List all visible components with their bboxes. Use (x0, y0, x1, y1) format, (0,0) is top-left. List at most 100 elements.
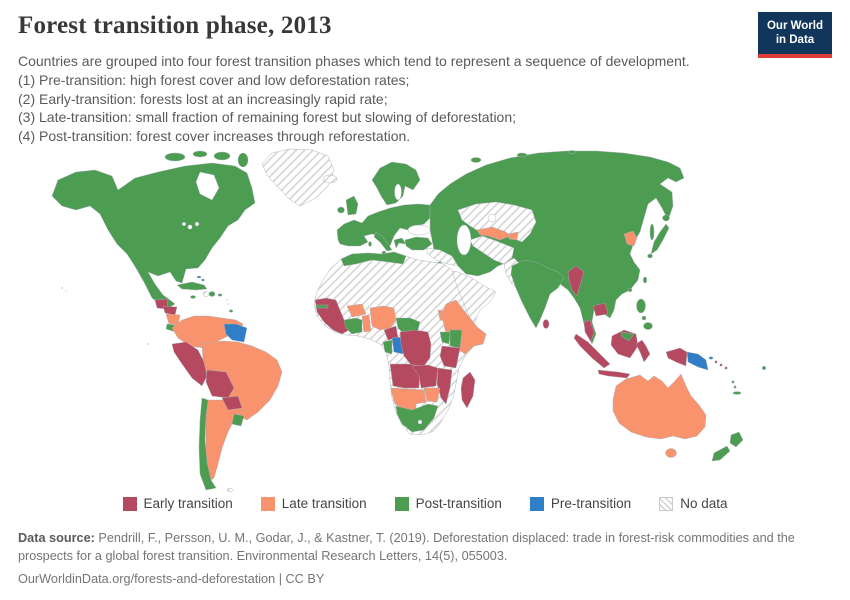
region-nigeria[interactable] (369, 305, 397, 331)
region-tasmania[interactable] (665, 448, 677, 458)
region-kyushu[interactable] (647, 253, 653, 259)
region-madagascar[interactable] (460, 371, 476, 409)
region-baffin-island[interactable] (237, 152, 249, 168)
region-new-zealand-north[interactable] (729, 431, 744, 448)
region-jamaica[interactable] (190, 295, 196, 299)
region-bahamas[interactable] (201, 278, 205, 282)
region-japan[interactable] (650, 223, 670, 255)
region-arctic-island[interactable] (213, 151, 231, 161)
region-greece[interactable] (393, 237, 407, 249)
region-cote-divoire-ghana[interactable] (343, 317, 363, 335)
region-burkina-faso[interactable] (346, 303, 367, 318)
legend-label-pre: Pre-transition (550, 496, 632, 511)
region-haiti[interactable] (202, 291, 210, 297)
region-hokkaido[interactable] (662, 214, 670, 222)
region-sardinia[interactable] (368, 241, 372, 247)
region-maghreb[interactable] (340, 251, 407, 267)
region-ireland[interactable] (337, 206, 345, 214)
region-india[interactable] (510, 259, 565, 329)
region-arctic-island-ru[interactable] (567, 150, 577, 154)
region-malaysia-borneo[interactable] (620, 331, 635, 342)
region-myanmar[interactable] (567, 265, 585, 297)
region-argentina[interactable] (204, 399, 243, 483)
region-australia[interactable] (612, 373, 707, 440)
region-kenya[interactable] (449, 329, 463, 349)
region-java[interactable] (597, 369, 631, 379)
region-vanuatu[interactable] (731, 380, 735, 384)
region-honduras[interactable] (162, 305, 178, 316)
legend-item-pre[interactable]: Pre-transition (529, 496, 632, 511)
region-papua-new-guinea[interactable] (686, 351, 709, 371)
region-cuba[interactable] (176, 281, 208, 291)
region-dr-congo[interactable] (399, 329, 432, 367)
region-mozambique-malawi[interactable] (436, 367, 453, 405)
region-united-kingdom[interactable] (345, 195, 359, 216)
region-zimbabwe[interactable] (423, 387, 441, 403)
region-new-caledonia[interactable] (732, 391, 742, 395)
region-iceland[interactable] (322, 174, 338, 184)
region-guyanas[interactable] (223, 323, 248, 343)
region-new-zealand-south[interactable] (711, 445, 731, 462)
legend-item-post[interactable]: Post-transition (394, 496, 502, 511)
legend-item-nodata[interactable]: No data (659, 496, 728, 511)
region-gabon[interactable] (382, 339, 393, 355)
region-solomon[interactable] (724, 366, 728, 370)
region-sulawesi[interactable] (635, 339, 651, 363)
region-novaya-zemlya[interactable] (470, 157, 482, 163)
region-dominican-republic[interactable] (208, 291, 216, 297)
citation-line[interactable]: OurWorldinData.org/forests-and-deforesta… (18, 572, 325, 587)
region-congo[interactable] (391, 336, 404, 355)
region-turkmenistan-afghanistan[interactable] (469, 235, 515, 265)
world-map[interactable] (0, 148, 850, 496)
region-solomon[interactable] (714, 360, 718, 364)
region-arctic-island[interactable] (192, 150, 208, 158)
region-canada-usa-mexico[interactable] (51, 162, 256, 309)
region-malaysia-peninsula[interactable] (583, 319, 595, 343)
region-kazakhstan[interactable] (457, 201, 537, 243)
region-ecuador-peru[interactable] (171, 341, 208, 387)
region-sri-lanka[interactable] (542, 319, 550, 329)
region-puerto-rico[interactable] (217, 293, 223, 297)
owid-logo[interactable]: Our World in Data (758, 12, 832, 58)
region-kyrgyzstan[interactable] (507, 231, 519, 241)
region-taiwan[interactable] (642, 276, 648, 284)
region-uzbekistan[interactable] (476, 226, 511, 241)
region-vanuatu[interactable] (733, 385, 737, 389)
region-sakhalin[interactable] (649, 223, 655, 241)
region-paraguay[interactable] (221, 395, 243, 411)
region-chile[interactable] (198, 397, 217, 491)
region-italy[interactable] (373, 231, 393, 252)
region-arctic-island[interactable] (164, 152, 186, 162)
region-namibia-botswana[interactable] (390, 387, 427, 411)
region-arctic-island-ru[interactable] (516, 152, 528, 158)
region-togo-benin[interactable] (361, 314, 372, 333)
region-south-africa[interactable] (395, 403, 439, 433)
region-hainan[interactable] (627, 287, 633, 293)
region-trinidad[interactable] (228, 309, 234, 313)
region-luzon[interactable] (636, 298, 646, 314)
region-falklands[interactable] (226, 488, 234, 492)
region-iraq-syria[interactable] (425, 247, 459, 267)
region-new-britain[interactable] (708, 356, 714, 360)
region-russia-china-asia[interactable] (429, 150, 685, 345)
region-zambia[interactable] (411, 364, 439, 389)
region-fiji[interactable] (761, 365, 767, 371)
legend-item-early[interactable]: Early transition (122, 496, 233, 511)
region-gambia[interactable] (315, 304, 329, 309)
region-cambodia[interactable] (592, 302, 609, 317)
region-greenland[interactable] (261, 148, 335, 207)
region-north-korea[interactable] (623, 230, 638, 247)
region-turkey[interactable] (404, 236, 433, 251)
region-visayas[interactable] (641, 315, 647, 321)
region-angola[interactable] (389, 363, 421, 389)
region-mindanao[interactable] (643, 322, 653, 330)
region-sumatra[interactable] (573, 333, 611, 369)
region-uganda-rwanda[interactable] (439, 331, 451, 345)
region-solomon[interactable] (719, 363, 723, 367)
region-west-papua[interactable] (665, 347, 688, 367)
region-scandinavia[interactable] (371, 161, 421, 206)
region-bahamas[interactable] (196, 275, 202, 279)
region-tanzania[interactable] (439, 345, 461, 369)
region-uruguay[interactable] (231, 413, 245, 427)
legend-item-late[interactable]: Late transition (260, 496, 367, 511)
